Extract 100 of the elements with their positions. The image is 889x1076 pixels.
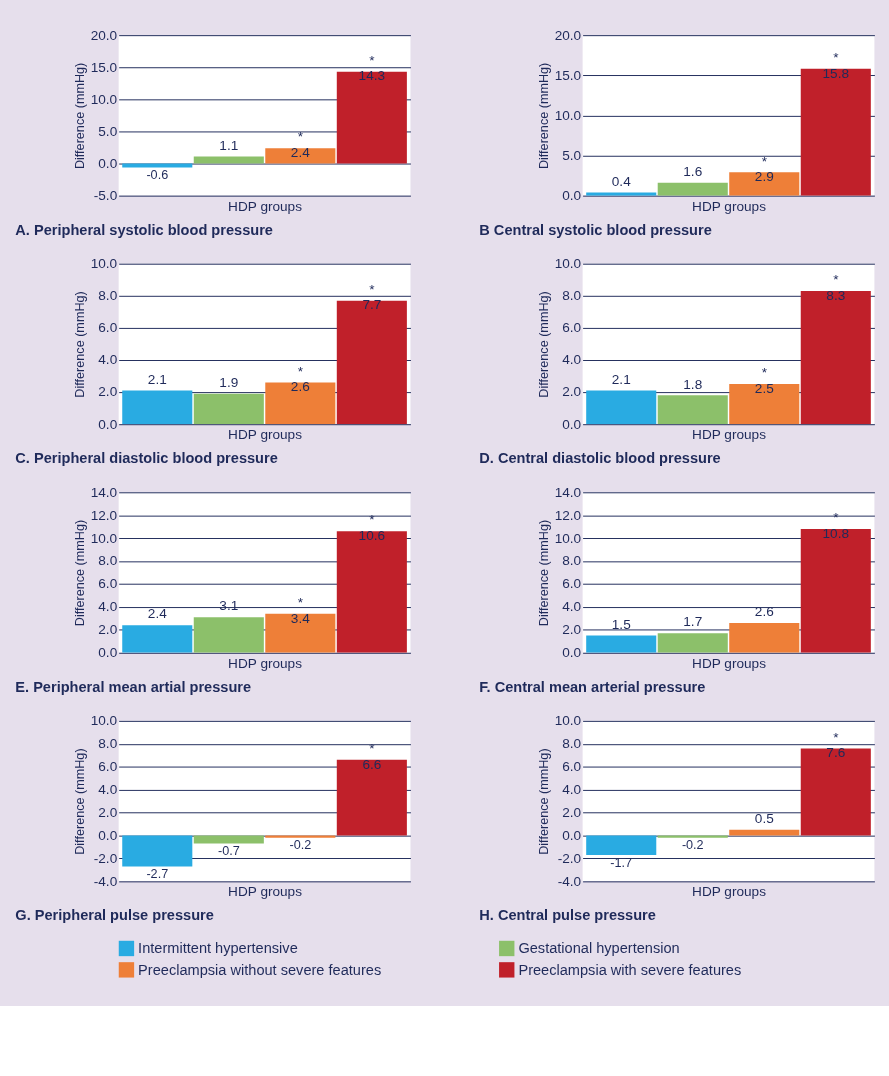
y-tick-label: 8.0 bbox=[98, 736, 118, 752]
y-tick-label: 6.0 bbox=[98, 759, 118, 775]
bar bbox=[336, 71, 407, 164]
x-axis-title: HDP groups bbox=[692, 655, 767, 671]
legend-label: Preeclampsia with severe features bbox=[518, 961, 742, 978]
y-tick-label: 5.0 bbox=[562, 147, 582, 163]
y-tick-label: -2.0 bbox=[557, 850, 582, 866]
data-label: -0.2 bbox=[289, 838, 312, 853]
bar bbox=[122, 390, 193, 425]
data-label: -1.7 bbox=[610, 855, 633, 870]
y-tick-label: 12.0 bbox=[554, 507, 582, 523]
bar bbox=[336, 531, 407, 653]
y-tick-label: 0.0 bbox=[562, 645, 582, 661]
data-label: 1.8 bbox=[683, 376, 703, 392]
x-axis-title: HDP groups bbox=[228, 198, 303, 214]
bar bbox=[800, 68, 871, 196]
bar bbox=[193, 393, 264, 425]
data-label: -0.2 bbox=[681, 838, 704, 853]
bar bbox=[265, 148, 336, 164]
y-axis-title: Difference (mmHg) bbox=[536, 519, 551, 627]
data-label: 0.4 bbox=[611, 173, 632, 189]
text: D. Central diastolic blood pressure bbox=[479, 450, 721, 467]
y-tick-label: 0.0 bbox=[562, 416, 582, 432]
y-tick-label: 10.0 bbox=[554, 713, 582, 729]
y-axis-title: Difference (mmHg) bbox=[72, 62, 87, 170]
y-tick-label: 20.0 bbox=[90, 27, 118, 43]
bar bbox=[729, 829, 800, 836]
y-tick-label: -4.0 bbox=[93, 873, 118, 889]
y-tick-label: -2.0 bbox=[93, 850, 118, 866]
data-label: * 2.5 bbox=[754, 365, 774, 396]
x-axis-title: HDP groups bbox=[228, 655, 303, 671]
y-axis-title: Difference (mmHg) bbox=[72, 291, 87, 398]
text: G. Peripheral pulse pressure bbox=[15, 907, 214, 924]
bar bbox=[265, 613, 336, 653]
y-axis-title: Difference (mmHg) bbox=[72, 748, 87, 855]
y-tick-label: 10.0 bbox=[90, 713, 118, 729]
y-tick-label: 5.0 bbox=[98, 123, 118, 139]
data-label: * 8.3 bbox=[826, 272, 846, 303]
y-tick-label: 2.0 bbox=[562, 384, 582, 400]
data-label: -0.6 bbox=[146, 168, 169, 183]
bar bbox=[586, 635, 657, 653]
y-tick-label: 14.0 bbox=[554, 484, 582, 500]
x-axis-title: HDP groups bbox=[692, 427, 767, 443]
text: F. Central mean arterial pressure bbox=[479, 678, 706, 695]
legend-label: Gestational hypertension bbox=[518, 940, 680, 957]
data-label: * 2.6 bbox=[290, 363, 310, 395]
data-label: 1.7 bbox=[683, 614, 703, 630]
bar bbox=[729, 172, 800, 196]
y-tick-label: 0.0 bbox=[562, 827, 582, 843]
y-tick-label: 6.0 bbox=[562, 576, 582, 592]
text: B Central systolic blood pressure bbox=[479, 221, 712, 238]
text: E. Peripheral mean artial pressure bbox=[15, 678, 252, 695]
y-tick-label: 0.0 bbox=[98, 416, 118, 432]
bar bbox=[193, 156, 264, 164]
y-tick-label: 12.0 bbox=[90, 507, 118, 523]
data-label: -2.7 bbox=[146, 867, 169, 882]
data-label: -0.7 bbox=[217, 844, 240, 859]
legend-label: Preeclampsia without severe features bbox=[138, 961, 382, 978]
legend-label: Intermittent hypertensive bbox=[138, 940, 298, 957]
data-label: * 7.7 bbox=[362, 281, 382, 313]
y-tick-label: 4.0 bbox=[562, 352, 582, 368]
y-tick-label: 8.0 bbox=[562, 736, 582, 752]
bar bbox=[800, 528, 871, 653]
y-tick-label: 6.0 bbox=[98, 320, 118, 336]
y-tick-label: 4.0 bbox=[98, 782, 118, 798]
y-tick-label: 2.0 bbox=[98, 622, 118, 638]
bar bbox=[193, 617, 264, 653]
y-axis-title: Difference (mmHg) bbox=[72, 519, 87, 627]
y-tick-label: 20.0 bbox=[554, 27, 582, 43]
bar bbox=[657, 633, 728, 653]
y-tick-label: 4.0 bbox=[562, 599, 582, 615]
bar bbox=[265, 382, 336, 425]
data-label: 1.5 bbox=[611, 616, 631, 632]
data-label: * 3.4 bbox=[290, 595, 311, 626]
x-axis-title: HDP groups bbox=[228, 427, 303, 443]
y-tick-label: -4.0 bbox=[557, 873, 582, 889]
bar bbox=[800, 291, 871, 425]
y-tick-label: 0.0 bbox=[98, 827, 118, 843]
text: C. Peripheral diastolic blood pressure bbox=[15, 450, 278, 467]
data-label: 2.1 bbox=[147, 371, 167, 387]
data-label: * 10.8 bbox=[822, 510, 850, 541]
bar bbox=[729, 384, 800, 425]
bar bbox=[586, 390, 657, 425]
text: A. Peripheral systolic blood pressure bbox=[15, 221, 273, 238]
y-tick-label: 4.0 bbox=[562, 782, 582, 798]
bar bbox=[586, 835, 657, 855]
data-label: * 2.9 bbox=[754, 153, 774, 185]
y-tick-label: 15.0 bbox=[90, 59, 118, 75]
data-label: 2.1 bbox=[611, 371, 631, 387]
y-tick-label: 0.0 bbox=[98, 645, 118, 661]
bar bbox=[122, 625, 193, 653]
bar bbox=[729, 622, 800, 653]
y-tick-label: 15.0 bbox=[554, 67, 582, 83]
y-tick-label: 6.0 bbox=[562, 759, 582, 775]
x-axis-title: HDP groups bbox=[692, 198, 767, 214]
bar bbox=[657, 182, 728, 196]
y-tick-label: 14.0 bbox=[90, 484, 118, 500]
y-tick-label: 2.0 bbox=[98, 804, 118, 820]
data-label: * 10.6 bbox=[358, 512, 386, 544]
data-label: * 2.4 bbox=[290, 129, 311, 160]
